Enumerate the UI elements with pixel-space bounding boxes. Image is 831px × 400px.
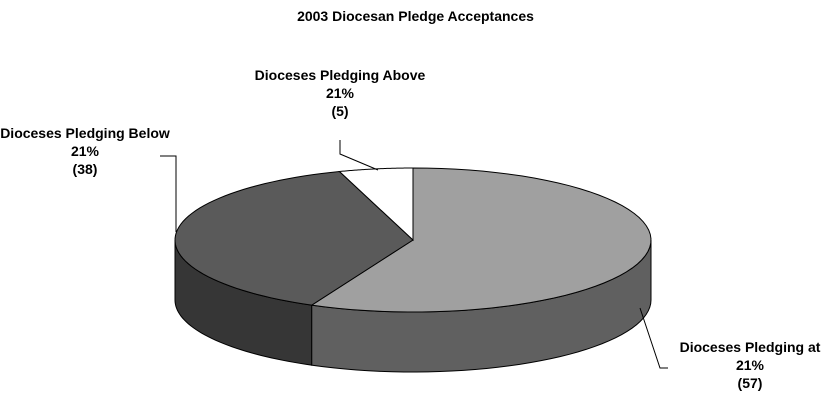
value-label: (57) [737,375,763,391]
category-label: Dioceses Pledging at 21% [679,339,821,373]
leader-line [160,155,177,232]
category-label: Dioceses Pledging Below 21% [0,125,170,159]
value-label: (38) [72,161,98,177]
leader-line [339,140,379,171]
leader-line [639,307,668,369]
chart-title: 2003 Diocesan Pledge Acceptances [297,8,534,24]
category-label: Dioceses Pledging Above 21% [254,67,426,101]
slice-label: Dioceses Pledging at 21% (57) [665,338,831,392]
value-label: (5) [331,103,349,119]
slice-label: Dioceses Pledging Above 21% (5) [250,66,430,120]
slice-label: Dioceses Pledging Below 21% (38) [0,124,170,178]
slice-top [174,171,414,306]
slice-top [310,167,652,313]
